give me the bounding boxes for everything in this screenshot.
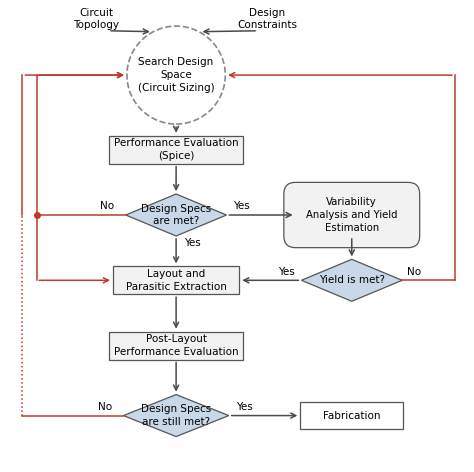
FancyBboxPatch shape bbox=[113, 266, 239, 295]
Text: Search Design
Space
(Circuit Sizing): Search Design Space (Circuit Sizing) bbox=[138, 57, 214, 93]
Text: No: No bbox=[98, 402, 112, 412]
Text: Yes: Yes bbox=[184, 238, 201, 248]
Text: Circuit
Topology: Circuit Topology bbox=[73, 8, 119, 30]
Text: Post-Layout
Performance Evaluation: Post-Layout Performance Evaluation bbox=[114, 334, 238, 357]
Text: Yes: Yes bbox=[234, 202, 250, 211]
Text: Yes: Yes bbox=[278, 267, 294, 277]
Text: Yes: Yes bbox=[236, 402, 253, 412]
FancyBboxPatch shape bbox=[284, 182, 419, 248]
Text: Design Specs
are still met?: Design Specs are still met? bbox=[141, 404, 211, 427]
FancyBboxPatch shape bbox=[109, 332, 243, 360]
Polygon shape bbox=[301, 259, 402, 301]
Text: No: No bbox=[100, 202, 114, 211]
Text: Layout and
Parasitic Extraction: Layout and Parasitic Extraction bbox=[126, 269, 227, 292]
Polygon shape bbox=[126, 194, 227, 236]
FancyBboxPatch shape bbox=[300, 402, 403, 429]
FancyBboxPatch shape bbox=[109, 136, 243, 164]
Text: Performance Evaluation
(Spice): Performance Evaluation (Spice) bbox=[114, 138, 238, 161]
Text: Fabrication: Fabrication bbox=[323, 411, 381, 421]
Polygon shape bbox=[123, 395, 229, 437]
Circle shape bbox=[127, 26, 225, 124]
Text: Design Specs
are met?: Design Specs are met? bbox=[141, 203, 211, 227]
Text: Design
Constraints: Design Constraints bbox=[237, 8, 298, 30]
Text: Yield is met?: Yield is met? bbox=[319, 275, 385, 285]
Text: Variability
Analysis and Yield
Estimation: Variability Analysis and Yield Estimatio… bbox=[306, 197, 398, 233]
Text: No: No bbox=[407, 267, 421, 277]
